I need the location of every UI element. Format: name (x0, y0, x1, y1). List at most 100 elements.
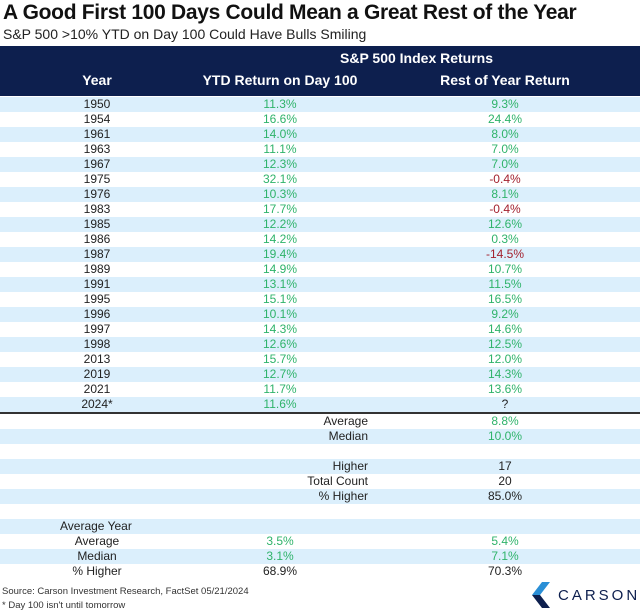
rest-cell: 13.6% (487, 382, 523, 396)
rest-cell: 9.2% (491, 307, 519, 321)
table-row: 1985 12.2% 12.6% (0, 217, 640, 232)
average-year-heading-row: Average Year (0, 519, 640, 534)
summary-value: 85.0% (487, 489, 523, 503)
carson-logo: CARSON (532, 582, 640, 608)
ytd-cell: 14.2% (262, 232, 298, 246)
year-cell: 1976 (83, 187, 111, 201)
rest-cell: 12.0% (487, 352, 523, 366)
divider (0, 412, 640, 414)
table-row: 2021 11.7% 13.6% (0, 382, 640, 397)
ytd-cell: 14.9% (262, 262, 298, 276)
summary-value: 20 (498, 474, 512, 488)
table-row: 1995 15.1% 16.5% (0, 292, 640, 307)
logo-text: CARSON (558, 586, 640, 604)
year-cell: 1950 (83, 97, 111, 111)
ytd-cell: 14.3% (262, 322, 298, 336)
year-cell: 1963 (83, 142, 111, 156)
year-cell: 1998 (83, 337, 111, 351)
source-note: Source: Carson Investment Research, Fact… (2, 586, 249, 597)
ytd-value: 68.9% (262, 564, 298, 578)
year-cell: 2019 (83, 367, 111, 381)
table-row: 1996 10.1% 9.2% (0, 307, 640, 322)
table-row: 1976 10.3% 8.1% (0, 187, 640, 202)
rest-cell: 12.5% (487, 337, 523, 351)
table-body: 1950 11.3% 9.3% 1954 16.6% 24.4% 1961 14.0% 8.0%… (0, 97, 640, 579)
rest-cell: 0.3% (491, 232, 519, 246)
ytd-cell: 15.7% (262, 352, 298, 366)
rest-cell: 9.3% (491, 97, 519, 111)
average-year-row-median: Median 3.1% 7.1% (0, 549, 640, 564)
ytd-cell: 17.7% (262, 202, 298, 216)
carson-logo-icon (532, 582, 550, 608)
table-row: 1961 14.0% 8.0% (0, 127, 640, 142)
summary-value: 17 (498, 459, 512, 473)
year-cell: 1995 (83, 292, 111, 306)
row-label: % Higher (72, 564, 122, 578)
year-cell: 1954 (83, 112, 111, 126)
ytd-value: 3.1% (266, 549, 294, 563)
table-row: 1954 16.6% 24.4% (0, 112, 640, 127)
ytd-cell: 32.1% (262, 172, 298, 186)
header-year: Year (82, 72, 112, 88)
rest-value: 5.4% (491, 534, 519, 548)
table-row: 1989 14.9% 10.7% (0, 262, 640, 277)
header-rest: Rest of Year Return (440, 72, 570, 88)
ytd-cell: 13.1% (262, 277, 298, 291)
ytd-value: 3.5% (266, 534, 294, 548)
summary-value: 10.0% (487, 429, 523, 443)
rest-cell: 14.3% (487, 367, 523, 381)
ytd-cell: 11.7% (263, 382, 297, 396)
year-cell: 2013 (83, 352, 111, 366)
table-row: 1998 12.6% 12.5% (0, 337, 640, 352)
table-row: 1986 14.2% 0.3% (0, 232, 640, 247)
year-cell: 1996 (83, 307, 111, 321)
table-row: 2013 15.7% 12.0% (0, 352, 640, 367)
summary-label: Average (323, 414, 368, 428)
table-row: 1967 12.3% 7.0% (0, 157, 640, 172)
year-cell: 1961 (83, 127, 111, 141)
ytd-cell: 16.6% (262, 112, 298, 126)
year-cell: 1967 (83, 157, 111, 171)
ytd-cell: 11.3% (263, 97, 297, 111)
header-ytd: YTD Return on Day 100 (202, 72, 358, 88)
table-row: 1987 19.4% -14.5% (0, 247, 640, 262)
table-row: 1983 17.7% -0.4% (0, 202, 640, 217)
rest-cell: 14.6% (487, 322, 523, 336)
page-subtitle: S&P 500 >10% YTD on Day 100 Could Have B… (3, 26, 367, 42)
summary-row-total: Total Count 20 (0, 474, 640, 489)
average-year-row-pct-higher: % Higher 68.9% 70.3% (0, 564, 640, 579)
rest-cell: -14.5% (485, 247, 525, 261)
table-row: 1975 32.1% -0.4% (0, 172, 640, 187)
ytd-cell: 12.2% (262, 217, 298, 231)
rest-cell: -0.4% (489, 202, 521, 216)
ytd-cell: 12.7% (262, 367, 298, 381)
ytd-cell: 14.0% (262, 127, 298, 141)
rest-cell: 16.5% (487, 292, 523, 306)
year-cell: 2021 (83, 382, 111, 396)
table-header: S&P 500 Index Returns Year YTD Return on… (0, 46, 640, 96)
rest-cell: 10.7% (487, 262, 523, 276)
table-row: 1950 11.3% 9.3% (0, 97, 640, 112)
year-cell: 1987 (83, 247, 111, 261)
table-row: 1991 13.1% 11.5% (0, 277, 640, 292)
spacer-row (0, 444, 640, 459)
summary-row-average: Average 8.8% (0, 414, 640, 429)
rest-cell: 11.5% (488, 277, 522, 291)
ytd-cell: 10.1% (262, 307, 298, 321)
row-label: Average (74, 534, 120, 548)
table-row: 2024* 11.6%? (0, 397, 640, 412)
year-cell: 1986 (83, 232, 111, 246)
summary-label: Higher (332, 459, 368, 473)
footnote: * Day 100 isn't until tomorrow (2, 600, 126, 611)
ytd-cell: 10.3% (262, 187, 298, 201)
rest-cell: 24.4% (487, 112, 523, 126)
average-year-row-average: Average 3.5% 5.4% (0, 534, 640, 549)
year-cell: 2024* (81, 397, 113, 411)
rest-cell: 12.6% (487, 217, 523, 231)
rest-cell: 8.1% (491, 187, 519, 201)
rest-value: 7.1% (491, 549, 519, 563)
summary-label: Total Count (307, 474, 368, 488)
rest-value: 70.3% (487, 564, 523, 578)
year-cell: 1985 (83, 217, 111, 231)
summary-row-pct-higher: % Higher 85.0% (0, 489, 640, 504)
